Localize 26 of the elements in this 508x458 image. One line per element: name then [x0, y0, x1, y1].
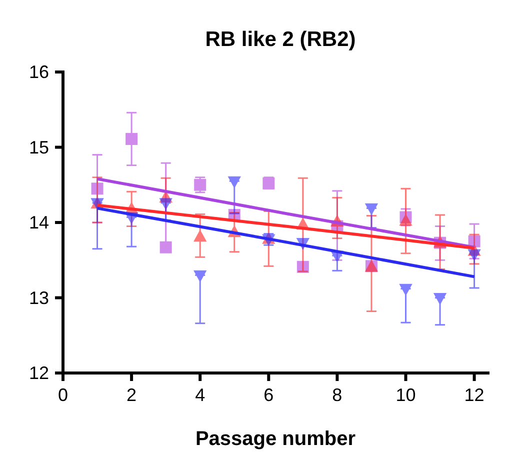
y-tick-label: 16: [28, 62, 49, 82]
x-tick-label: 12: [464, 385, 484, 405]
point: [468, 249, 481, 262]
y-tick-label: 13: [28, 288, 49, 308]
y-tick-label: 15: [28, 137, 49, 158]
chart-title: RB like 2 (RB2): [205, 28, 356, 51]
point: [194, 178, 206, 191]
point: [126, 132, 138, 145]
point: [228, 176, 241, 188]
point: [160, 241, 172, 254]
x-tick-label: 0: [58, 385, 68, 405]
y-tick-label: 12: [28, 363, 49, 383]
point: [193, 270, 207, 282]
x-axis-title: Passage number: [195, 428, 356, 450]
point: [364, 203, 378, 216]
x-tick-label: 4: [195, 385, 206, 405]
point: [433, 292, 447, 305]
point: [193, 230, 207, 242]
x-tick-label: 8: [332, 385, 342, 405]
y-tick-label: 14: [28, 212, 49, 232]
point: [159, 198, 172, 210]
x-tick-label: 10: [396, 385, 416, 405]
point: [399, 214, 412, 226]
x-tick-label: 2: [126, 385, 137, 405]
x-tick-label: 6: [264, 385, 274, 405]
point: [399, 284, 412, 296]
